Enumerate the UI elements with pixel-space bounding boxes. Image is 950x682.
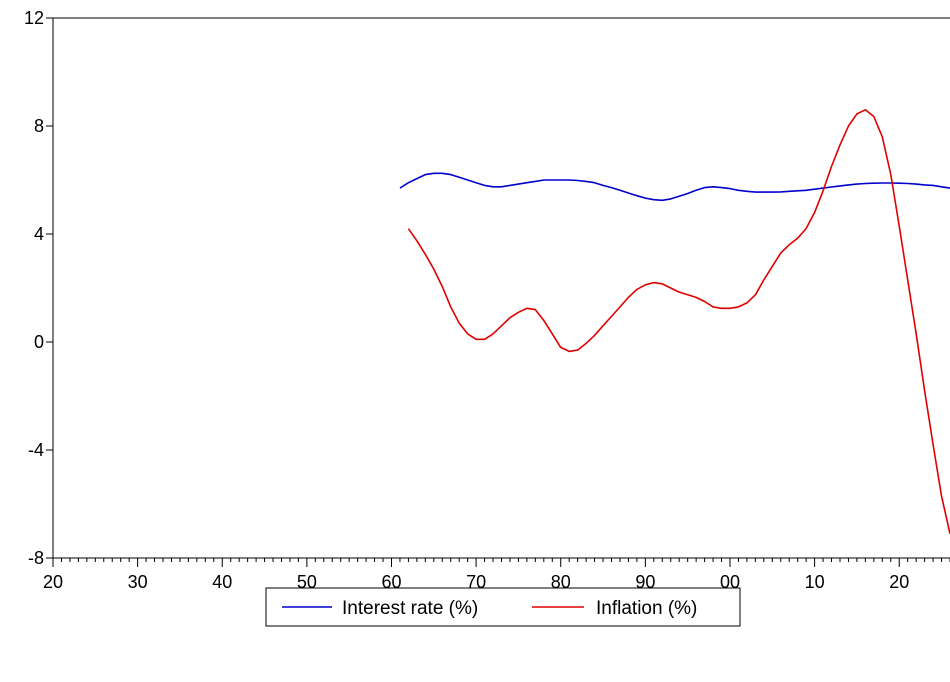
- x-tick-label: 60: [381, 572, 401, 592]
- series-line-inflation: [407, 109, 950, 534]
- legend: Interest rate (%) Inflation (%): [265, 587, 741, 627]
- x-axis: 20 30 40 50 60 70 80 90 00 10 20: [43, 558, 950, 592]
- legend-label-interest-rate: Interest rate (%): [342, 598, 478, 619]
- y-tick-label: 0: [34, 332, 44, 352]
- y-axis: 12 8 4 0 -4 -8: [24, 8, 53, 568]
- legend-label-inflation: Inflation (%): [596, 598, 697, 619]
- x-tick-label: 40: [212, 572, 232, 592]
- y-tick-label: 4: [34, 224, 44, 244]
- x-tick-label: 70: [466, 572, 486, 592]
- x-tick-label: 20: [43, 572, 63, 592]
- x-tick-label: 10: [805, 572, 825, 592]
- x-tick-label: 90: [635, 572, 655, 592]
- x-tick-label: 00: [720, 572, 740, 592]
- series-line-interest-rate: [399, 172, 950, 202]
- y-tick-label: 12: [24, 8, 44, 28]
- y-tick-label: 8: [34, 116, 44, 136]
- x-tick-label: 80: [551, 572, 571, 592]
- legend-box: [265, 587, 741, 627]
- x-tick-label: 50: [297, 572, 317, 592]
- series-layer: [399, 109, 950, 534]
- x-tick-label: 30: [128, 572, 148, 592]
- x-tick-label: 20: [889, 572, 909, 592]
- y-tick-label: -8: [28, 548, 44, 568]
- y-tick-label: -4: [28, 440, 44, 460]
